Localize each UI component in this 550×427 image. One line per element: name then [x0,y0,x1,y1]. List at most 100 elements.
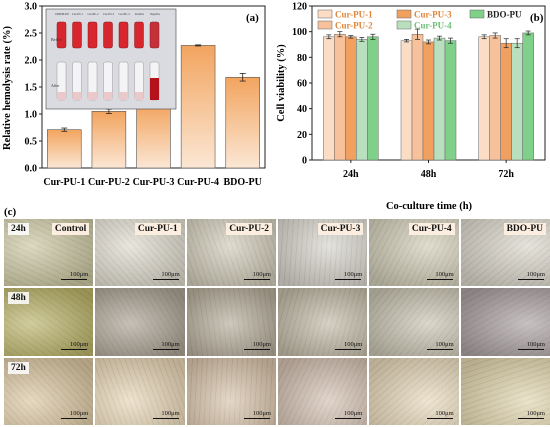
legend-label: Cur-PU-4 [414,21,452,31]
chart-b-ytick-label: 0 [302,156,307,167]
inset-tube-before [56,21,67,49]
scale-bar-label: 100μm [435,271,454,279]
scale-bar-label: 100μm [344,409,363,417]
legend-label: BDO-PU [487,10,522,20]
micrograph-cell: Cur-PU-1 100μm [95,219,185,287]
micrograph-image [460,288,550,356]
inset-tube-after-fill [57,92,66,100]
scale-bar [517,279,544,281]
scale-bar-label: 100μm [161,340,180,348]
micrograph-cell: 100μm [369,288,459,356]
inset-tube-before [134,21,144,49]
micrograph-image [278,357,368,425]
chart-b-ytick-label: 100 [292,27,307,38]
scale-bar-label: 100μm [344,271,363,279]
chart-a-ytick-label: 1.0 [25,110,38,121]
micrograph-cell: 100μm [186,357,276,425]
legend-swatch [469,9,485,19]
inset-tube-label: Negative [150,13,161,16]
inset-tube-after-fill [103,92,113,100]
scale-bar-label: 100μm [252,409,271,417]
micrograph-cell: 100μm [95,357,185,425]
micrograph-cell: 100μm [186,288,276,356]
scale-bar-label: 100μm [526,271,545,279]
scale-bar [152,348,179,350]
chart-b-ytick-label: 60 [297,79,307,90]
scale-bar [426,417,453,419]
chart-b-bar [444,40,457,161]
chart-b-bar [489,35,501,161]
scale-bar [243,417,270,419]
scale-bar-label: 100μm [70,409,89,417]
micrograph-cell: 100μm [460,357,550,425]
time-label: 48h [8,292,29,305]
scale-bar [243,348,270,350]
micrograph-grid: Control 24h 100μm Cur-PU-1 100μm Cur-PU-2 100μ… [4,219,550,425]
legend-label: Cur-PU-1 [335,10,373,20]
chart-a-ytick-label: 2.5 [25,29,38,40]
inset-tube-after-fill [72,92,82,100]
micrograph-cell: 72h 100μm [4,357,94,425]
micrograph-cell: Cur-PU-3 100μm [278,219,368,287]
micrograph-cell: 100μm [369,357,459,425]
legend-swatch [317,20,333,30]
inset-tube-label: DMEM-PD [55,13,68,16]
inset-tube-before [103,21,113,49]
micrograph-cell: Cur-PU-2 100μm [186,219,276,287]
micrograph-image [95,288,185,356]
panel-label-a: (a) [246,12,259,24]
chart-a-bar [225,76,260,169]
legend-swatch [396,9,412,19]
scale-bar [335,348,362,350]
chart-a-bar [47,129,82,169]
panel-label-b: (b) [530,12,544,24]
micrograph-cell: 100μm [95,288,185,356]
micrograph-cell: 100μm [278,357,368,425]
chart-b-bar [422,41,435,161]
chart-a-bar [91,111,127,169]
scale-bar [152,279,179,281]
scale-bar-label: 100μm [252,271,271,279]
scale-bar-label: 100μm [161,409,180,417]
chart-a-bar [136,104,171,169]
inset-tube-label: Cur-PU-4 [119,13,131,16]
micrograph-image [278,288,368,356]
time-label: 72h [8,361,29,374]
micrograph-cell: BDO-PU 100μm [460,219,550,287]
scale-bar [517,417,544,419]
group-label: Cur-PU-2 [226,223,272,235]
micrograph-image [186,288,276,356]
figure-charts: 0.00.51.01.52.02.53.0 Cur-PU-1 Cur-PU-2 Cu… [2,2,546,218]
chart-a-ytick-label: 3.0 [25,2,38,13]
micrograph-cell: Cur-PU-4 100μm [369,219,459,287]
inset-tube-before [72,21,82,49]
group-label: Cur-PU-1 [134,223,181,235]
inset-tube-label: Positive [135,13,145,16]
chart-a-ylabel: Relative hemolysis rate (%) [2,26,13,150]
chart-b-bar [411,33,424,161]
chart-b-xtick-label: 48h [421,169,437,180]
scale-bar [517,348,544,350]
chart-b-bar [433,37,446,161]
micrograph-cell: Control 24h 100μm [4,219,94,287]
chart-b-bar [400,40,413,161]
legend-label: Cur-PU-2 [335,21,373,31]
hemolysis-tubes-inset: DMEM-PD Cur-PU-1 Cur-PU-2 Cur-PU-3 Cur-PU-4 P… [45,8,177,110]
scale-bar [335,417,362,419]
chart-b-xlabel: Co-culture time (h) [386,201,473,212]
scale-bar-label: 100μm [435,409,454,417]
chart-b-ytick-label: 20 [297,130,307,141]
micrograph-image [186,357,276,425]
chart-b-xtick-label: 72h [498,169,514,180]
scale-bar [61,279,88,281]
inset-tube-before [149,21,160,49]
scale-bar [152,417,179,419]
panel-label-c: (c) [4,206,17,218]
scale-bar [426,348,453,350]
micrograph-image [369,357,459,425]
chart-a-xtick-label: BDO-PU [224,177,262,188]
micrograph-cell: 100μm [278,288,368,356]
scale-bar [61,417,88,419]
inset-tube-before [87,21,98,49]
